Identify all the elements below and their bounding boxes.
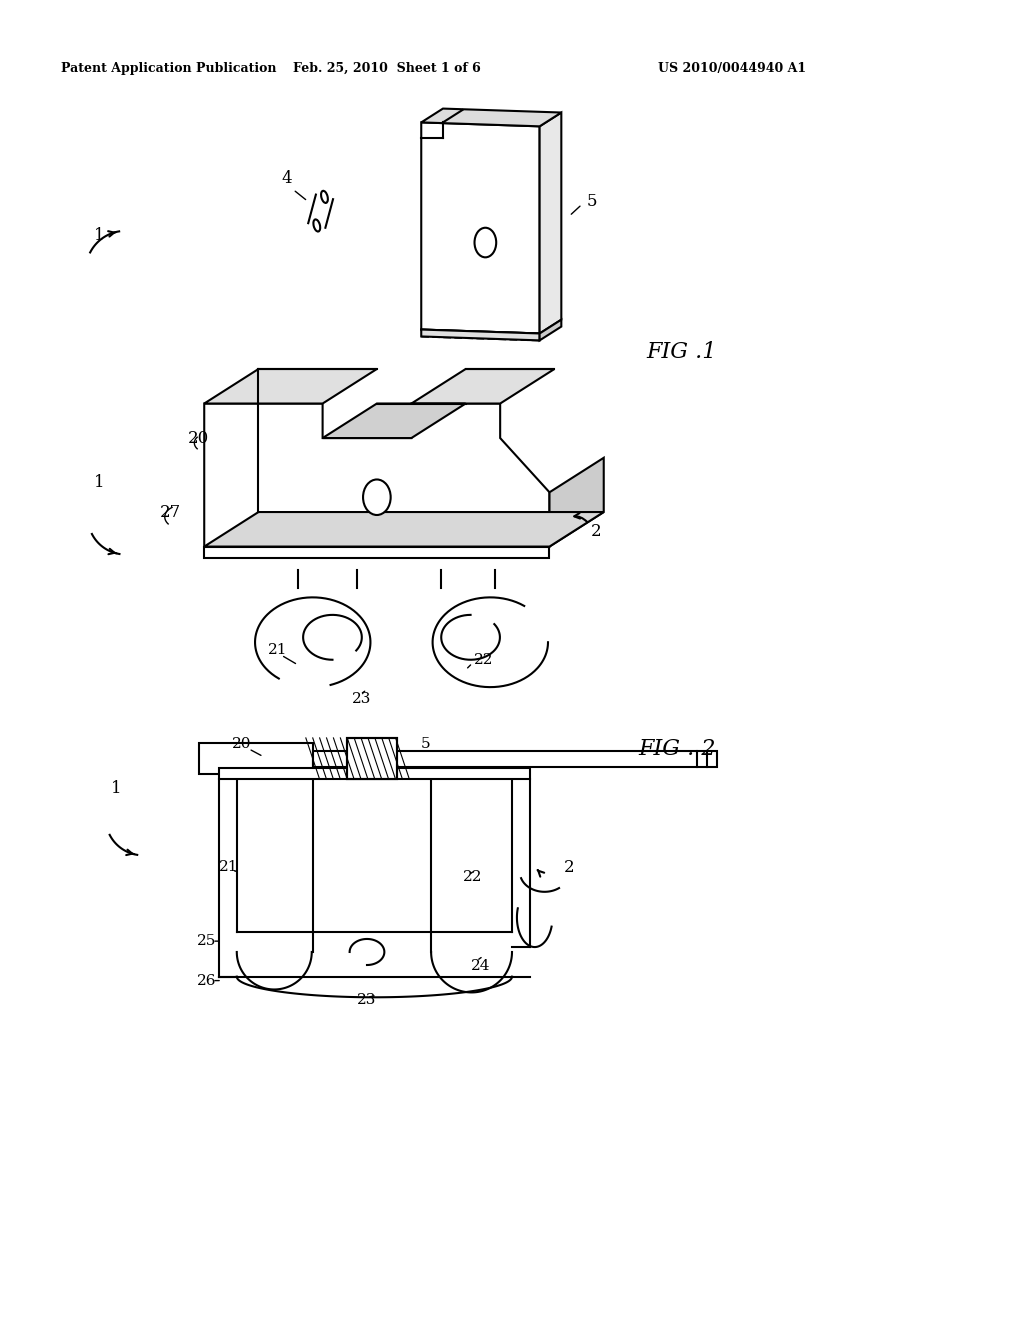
Polygon shape [550,458,604,546]
Polygon shape [312,751,717,767]
Polygon shape [204,546,550,558]
Text: 1: 1 [94,474,104,491]
Polygon shape [204,512,604,546]
Text: 21: 21 [219,861,239,874]
Text: 26: 26 [198,974,217,987]
Polygon shape [412,370,554,404]
Text: 1: 1 [111,780,121,797]
Text: FIG .1: FIG .1 [646,342,717,363]
Ellipse shape [322,191,328,203]
Text: Feb. 25, 2010  Sheet 1 of 6: Feb. 25, 2010 Sheet 1 of 6 [293,62,480,75]
Text: FIG . 2: FIG . 2 [638,738,716,760]
Ellipse shape [364,479,391,515]
Polygon shape [204,404,550,546]
Text: 23: 23 [357,994,377,1007]
Text: 27: 27 [160,503,181,520]
Text: 21: 21 [268,643,288,657]
Text: 4: 4 [382,737,391,751]
Text: 20: 20 [187,429,209,446]
Polygon shape [540,112,561,334]
Text: 20: 20 [231,737,251,751]
Polygon shape [421,330,540,341]
Text: Patent Application Publication: Patent Application Publication [61,62,276,75]
Polygon shape [421,123,540,334]
Polygon shape [200,743,312,775]
Text: 5: 5 [421,737,431,751]
Text: 2: 2 [564,858,574,875]
Polygon shape [540,319,561,341]
Polygon shape [323,404,466,438]
Polygon shape [219,767,529,779]
Text: 2: 2 [591,523,601,540]
Text: 22: 22 [463,870,482,884]
Text: 25: 25 [198,935,217,948]
Polygon shape [347,738,396,779]
Text: 22: 22 [473,653,493,667]
Text: 1: 1 [94,227,104,244]
Text: 24: 24 [471,958,490,973]
Text: 4: 4 [282,170,292,187]
Ellipse shape [313,219,321,231]
Polygon shape [204,370,377,404]
Text: US 2010/0044940 A1: US 2010/0044940 A1 [658,62,806,75]
Text: 5: 5 [587,193,597,210]
Polygon shape [421,108,561,127]
Ellipse shape [474,228,497,257]
Text: 23: 23 [352,693,372,706]
